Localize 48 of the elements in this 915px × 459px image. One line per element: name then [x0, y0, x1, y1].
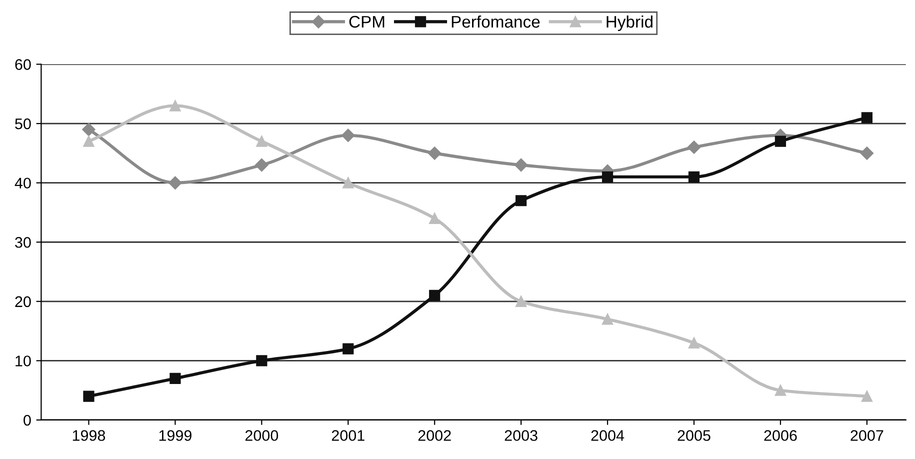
point: [256, 136, 268, 147]
x-tick-label: 2002: [418, 430, 451, 441]
y-tick-label: 60: [15, 59, 31, 70]
point: [516, 195, 527, 206]
legend-label: CPM: [349, 16, 384, 28]
point: [342, 177, 354, 188]
point: [516, 296, 527, 307]
point: [602, 171, 614, 182]
point: [342, 343, 354, 354]
x-tick-label: 2005: [678, 430, 710, 441]
y-tick-label: 30: [15, 236, 31, 248]
x-tick-label: 1999: [159, 430, 192, 441]
point: [514, 158, 528, 172]
legend-label: Perfomance: [452, 15, 540, 28]
point: [170, 372, 181, 384]
point: [342, 128, 355, 142]
point: [82, 122, 96, 136]
point: [428, 146, 442, 160]
point: [170, 100, 181, 112]
x-tick-label: 2007: [850, 430, 884, 441]
y-tick-label: 20: [15, 296, 31, 308]
point: [774, 136, 786, 147]
point: [860, 146, 874, 160]
y-tick-label: 50: [15, 118, 31, 130]
point: [429, 212, 440, 224]
x-tick-label: 1998: [72, 430, 106, 441]
y-tick-label: 40: [14, 178, 31, 189]
y-tick-label: 10: [16, 356, 31, 366]
point: [774, 384, 786, 396]
point: [168, 176, 182, 190]
point: [861, 390, 872, 402]
legend-label: Hybrid: [606, 15, 652, 31]
x-tick-label: 2003: [504, 430, 538, 441]
point: [429, 290, 440, 302]
point: [688, 171, 700, 182]
x-tick-label: 2006: [764, 430, 797, 441]
point: [255, 158, 268, 172]
point: [602, 314, 614, 325]
point: [861, 112, 872, 124]
point: [688, 337, 700, 348]
x-tick-label: 2004: [591, 430, 624, 441]
point: [83, 390, 94, 402]
point: [83, 136, 94, 147]
x-tick-label: 2001: [332, 430, 364, 441]
point: [256, 355, 268, 366]
x-tick-label: 2000: [245, 430, 278, 441]
point: [687, 140, 701, 154]
y-tick-label: 0: [24, 414, 31, 426]
